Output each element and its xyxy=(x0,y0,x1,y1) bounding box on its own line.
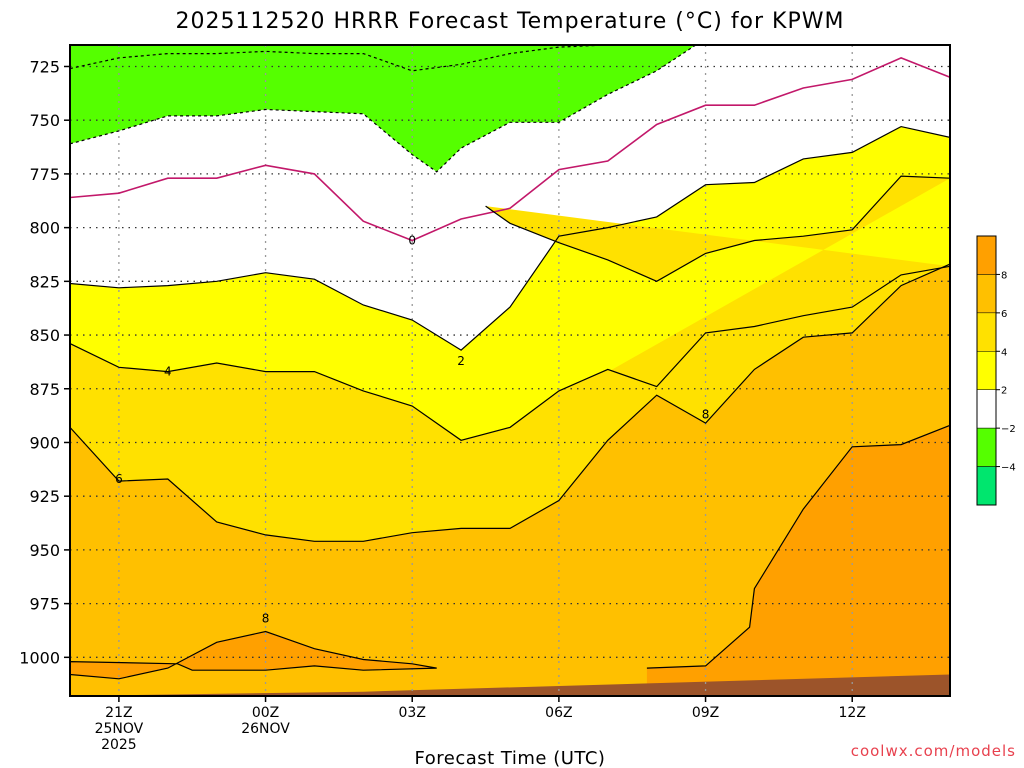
colorbar-label: −2 xyxy=(1001,424,1016,435)
y-tick-label: 925 xyxy=(29,487,60,506)
contour-label: 8 xyxy=(702,408,710,422)
fill-band-4-to-6 xyxy=(70,264,950,542)
y-tick-label: 875 xyxy=(29,380,60,399)
y-tick-label: 900 xyxy=(29,433,60,452)
colorbar-segment xyxy=(976,389,997,429)
y-tick-label: 800 xyxy=(29,219,60,238)
y-tick-label: 950 xyxy=(29,541,60,560)
x-tick-label: 2025 xyxy=(101,737,137,753)
plot-frame xyxy=(69,44,951,697)
contour-label: 4 xyxy=(164,365,172,379)
y-tick-label: 725 xyxy=(29,57,60,76)
colorbar-label: 4 xyxy=(1001,347,1007,358)
y-tick-label: 1000 xyxy=(19,648,60,667)
contour-label: 6 xyxy=(115,472,123,486)
plot-area: 0 2 4 6 8 8 xyxy=(70,45,950,696)
credit-text: coolwx.com/models xyxy=(851,742,1016,760)
x-axis-label: Forecast Time (UTC) xyxy=(415,748,606,768)
y-tick-label: 775 xyxy=(29,165,60,184)
contour-line-6 xyxy=(70,263,950,542)
colorbar-segment xyxy=(976,466,997,506)
contour-line-0 xyxy=(70,57,950,242)
colorbar-segment xyxy=(976,274,997,314)
contour-line-2 xyxy=(70,125,950,351)
contour-line-8 xyxy=(70,630,437,680)
contour-label: 2 xyxy=(457,354,465,368)
x-tick-label: 03Z xyxy=(399,705,426,721)
contour-line-8 xyxy=(646,424,950,669)
colorbar: 8 6 4 2 −2 −4 xyxy=(976,235,1016,506)
fill-band-8-to-10-left xyxy=(70,631,437,679)
contour-lines xyxy=(70,45,950,680)
colorbar-label: 2 xyxy=(1001,386,1007,397)
x-tick-label: 21Z xyxy=(105,705,132,721)
fill-band-4-to-6-upper-right xyxy=(485,176,950,428)
contour-labels: 0 2 4 6 8 8 xyxy=(115,234,709,626)
colorbar-label: 6 xyxy=(1001,309,1007,320)
x-tick-label: 00Z xyxy=(252,705,279,721)
chart-title: 2025112520 HRRR Forecast Temperature (°C… xyxy=(176,9,845,34)
x-tick-label: 06Z xyxy=(545,705,572,721)
x-tick-label: 09Z xyxy=(692,705,719,721)
contour-label: 8 xyxy=(262,612,270,626)
x-tick-label: 26NOV xyxy=(241,721,290,737)
contour-line-4 xyxy=(485,175,950,282)
colorbar-label: −4 xyxy=(1001,463,1016,474)
contour-line-minus2 xyxy=(70,45,608,72)
colorbar-segment xyxy=(976,235,997,275)
colorbar-segment xyxy=(976,427,997,467)
colorbar-frame xyxy=(976,235,997,506)
contour-label: 0 xyxy=(408,234,416,248)
y-tick-label: 825 xyxy=(29,272,60,291)
fill-band-minus2-to-2 xyxy=(70,45,950,351)
colorbar-label: 8 xyxy=(1001,270,1007,281)
colorbar-segment xyxy=(976,351,997,390)
x-tick-label: 12Z xyxy=(839,705,866,721)
y-tick-label: 975 xyxy=(29,595,60,614)
x-tick-label: 25NOV xyxy=(95,721,144,737)
fill-band-minus4-to-minus2 xyxy=(70,45,696,172)
colorbar-segment xyxy=(976,312,997,352)
y-tick-label: 750 xyxy=(29,111,60,130)
y-tick-label: 850 xyxy=(29,326,60,345)
y-axis: 725 750 775 800 825 850 875 900 925 950 975 1000 xyxy=(19,57,70,667)
contour-line-4 xyxy=(70,265,950,441)
contour-line-minus2 xyxy=(70,45,697,173)
ground-fill xyxy=(70,674,950,696)
fill-band-8-to-10-right xyxy=(646,425,950,696)
